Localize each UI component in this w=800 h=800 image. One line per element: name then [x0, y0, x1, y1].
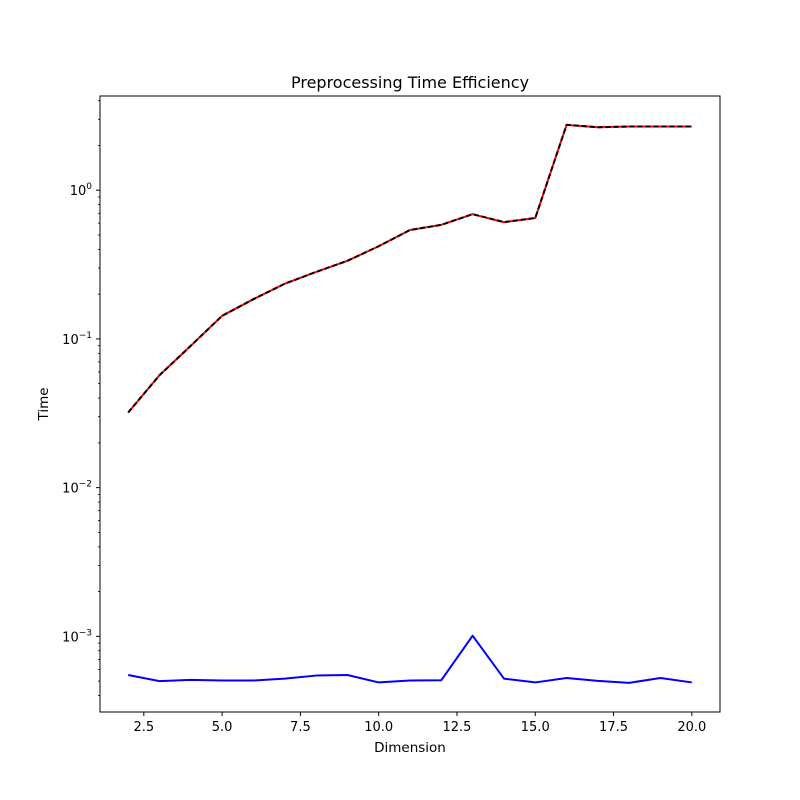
x-tick-label: 15.0: [521, 720, 550, 735]
x-tick-label: 17.5: [599, 720, 628, 735]
series-line-2: [127, 634, 692, 684]
series-line-1: [127, 123, 692, 414]
y-axis-ticks: 10−3 10−2 10−1 100: [62, 100, 100, 696]
x-axis-ticks: 2.5 5.0 7.5 10.0 12.5 15.0 17.5 20.0: [133, 712, 706, 735]
y-axis-label: Time: [36, 387, 52, 421]
y-tick-label: 10−3: [62, 628, 92, 645]
x-tick-label: 10.0: [364, 720, 393, 735]
x-tick-label: 7.5: [290, 720, 311, 735]
x-axis-label: Dimension: [374, 740, 446, 756]
x-tick-label: 5.0: [212, 720, 233, 735]
y-tick-label: 10−1: [62, 331, 92, 348]
plot-frame: [99, 95, 721, 713]
series-layer: [127, 123, 692, 684]
x-tick-label: 12.5: [442, 720, 471, 735]
chart-title: Preprocessing Time Efficiency: [291, 73, 529, 92]
x-tick-label: 2.5: [133, 720, 154, 735]
y-tick-label: 100: [70, 182, 93, 199]
x-tick-label: 20.0: [677, 720, 706, 735]
y-tick-label: 10−2: [62, 480, 92, 497]
